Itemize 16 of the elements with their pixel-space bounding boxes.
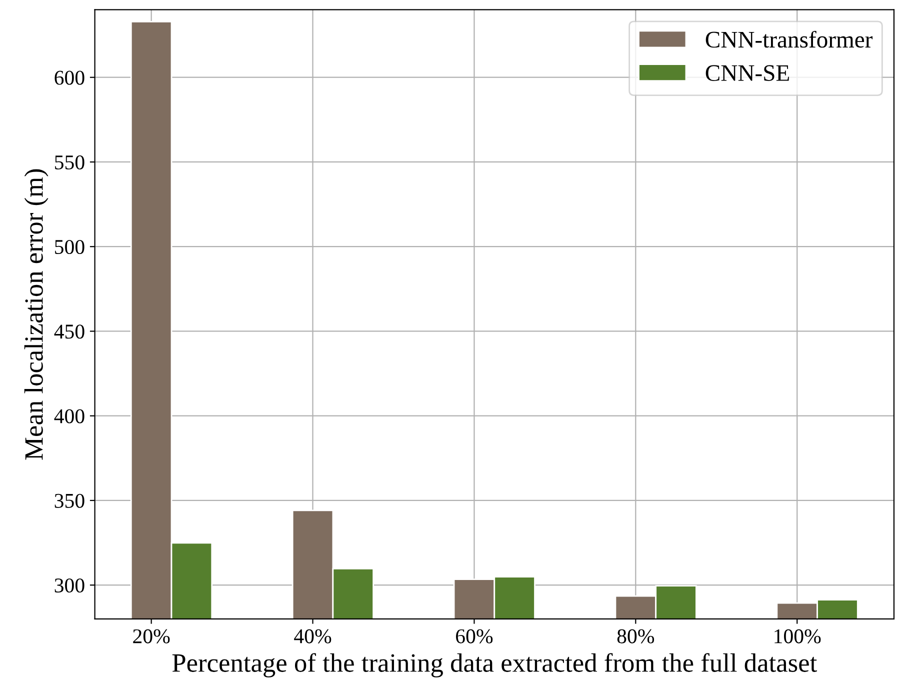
y-tick-label: 500 bbox=[55, 240, 84, 254]
x-tick-label: 100% bbox=[774, 629, 821, 644]
y-tick-label: 300 bbox=[54, 578, 84, 593]
y-tick-label: 350 bbox=[54, 494, 84, 508]
y-tick-label: 600 bbox=[54, 70, 84, 85]
x-tick-label: 40% bbox=[294, 629, 332, 644]
legend-label: CNN-transformer bbox=[706, 30, 873, 48]
y-tick-label: 400 bbox=[54, 409, 84, 424]
x-tick-label: 20% bbox=[133, 629, 170, 644]
y-axis-title: Mean localization error (m) bbox=[24, 169, 48, 460]
x-tick-label: 60% bbox=[456, 629, 493, 644]
legend-label: CNN-SE bbox=[706, 65, 789, 82]
y-tick-label: 450 bbox=[54, 324, 84, 339]
x-tick-label: 80% bbox=[617, 629, 654, 644]
x-axis-title: Percentage of the training data extracted from the full dataset bbox=[172, 653, 817, 678]
y-tick-label: 550 bbox=[55, 155, 84, 170]
